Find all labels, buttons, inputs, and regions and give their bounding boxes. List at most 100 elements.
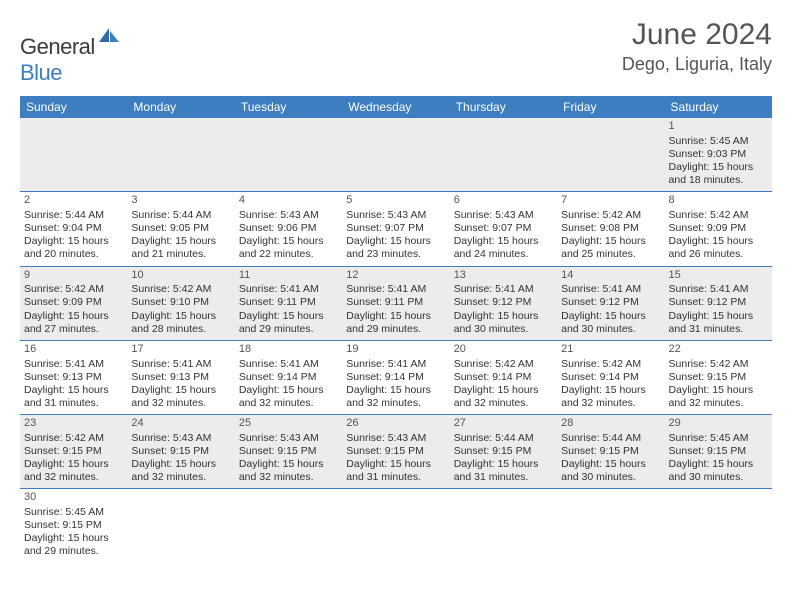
sunrise-text: Sunrise: 5:41 AM xyxy=(131,358,230,371)
sunset-text: Sunset: 9:14 PM xyxy=(239,371,338,384)
day-number: 28 xyxy=(561,417,660,431)
daylight1-text: Daylight: 15 hours xyxy=(561,458,660,471)
sunset-text: Sunset: 9:11 PM xyxy=(346,296,445,309)
day-cell: 22Sunrise: 5:42 AMSunset: 9:15 PMDayligh… xyxy=(665,341,772,414)
sunset-text: Sunset: 9:11 PM xyxy=(239,296,338,309)
day-number: 12 xyxy=(346,269,445,283)
daylight2-text: and 28 minutes. xyxy=(131,323,230,336)
week-row: 23Sunrise: 5:42 AMSunset: 9:15 PMDayligh… xyxy=(20,415,772,489)
day-cell: 3Sunrise: 5:44 AMSunset: 9:05 PMDaylight… xyxy=(127,192,234,265)
day-cell: 12Sunrise: 5:41 AMSunset: 9:11 PMDayligh… xyxy=(342,267,449,340)
day-number: 15 xyxy=(669,269,768,283)
day-header-cell: Sunday xyxy=(20,96,127,118)
sunset-text: Sunset: 9:04 PM xyxy=(24,222,123,235)
day-number: 7 xyxy=(561,194,660,208)
sunset-text: Sunset: 9:15 PM xyxy=(24,519,123,532)
sunset-text: Sunset: 9:15 PM xyxy=(669,371,768,384)
location: Dego, Liguria, Italy xyxy=(622,54,772,75)
week-row: 16Sunrise: 5:41 AMSunset: 9:13 PMDayligh… xyxy=(20,341,772,415)
sunrise-text: Sunrise: 5:41 AM xyxy=(669,283,768,296)
daylight1-text: Daylight: 15 hours xyxy=(24,458,123,471)
empty-cell xyxy=(557,489,664,562)
day-cell: 11Sunrise: 5:41 AMSunset: 9:11 PMDayligh… xyxy=(235,267,342,340)
daylight2-text: and 31 minutes. xyxy=(24,397,123,410)
week-row: 2Sunrise: 5:44 AMSunset: 9:04 PMDaylight… xyxy=(20,192,772,266)
sunset-text: Sunset: 9:12 PM xyxy=(454,296,553,309)
day-cell: 21Sunrise: 5:42 AMSunset: 9:14 PMDayligh… xyxy=(557,341,664,414)
sunset-text: Sunset: 9:07 PM xyxy=(346,222,445,235)
empty-cell xyxy=(235,118,342,191)
sunset-text: Sunset: 9:12 PM xyxy=(561,296,660,309)
sunrise-text: Sunrise: 5:41 AM xyxy=(24,358,123,371)
daylight2-text: and 29 minutes. xyxy=(239,323,338,336)
sunset-text: Sunset: 9:07 PM xyxy=(454,222,553,235)
day-header-cell: Thursday xyxy=(450,96,557,118)
day-number: 5 xyxy=(346,194,445,208)
daylight2-text: and 29 minutes. xyxy=(24,545,123,558)
logo-text: GeneralBlue xyxy=(20,26,121,86)
daylight1-text: Daylight: 15 hours xyxy=(454,458,553,471)
daylight1-text: Daylight: 15 hours xyxy=(239,384,338,397)
sunrise-text: Sunrise: 5:44 AM xyxy=(24,209,123,222)
day-number: 25 xyxy=(239,417,338,431)
daylight2-text: and 32 minutes. xyxy=(561,397,660,410)
title-block: June 2024 Dego, Liguria, Italy xyxy=(622,18,772,75)
empty-cell xyxy=(127,489,234,562)
sunrise-text: Sunrise: 5:45 AM xyxy=(669,135,768,148)
day-number: 18 xyxy=(239,343,338,357)
empty-cell xyxy=(665,489,772,562)
sunset-text: Sunset: 9:08 PM xyxy=(561,222,660,235)
day-number: 23 xyxy=(24,417,123,431)
daylight2-text: and 29 minutes. xyxy=(346,323,445,336)
day-number: 14 xyxy=(561,269,660,283)
sunset-text: Sunset: 9:15 PM xyxy=(131,445,230,458)
daylight2-text: and 25 minutes. xyxy=(561,248,660,261)
day-cell: 8Sunrise: 5:42 AMSunset: 9:09 PMDaylight… xyxy=(665,192,772,265)
daylight2-text: and 22 minutes. xyxy=(239,248,338,261)
day-cell: 1Sunrise: 5:45 AMSunset: 9:03 PMDaylight… xyxy=(665,118,772,191)
day-cell: 9Sunrise: 5:42 AMSunset: 9:09 PMDaylight… xyxy=(20,267,127,340)
daylight2-text: and 18 minutes. xyxy=(669,174,768,187)
daylight1-text: Daylight: 15 hours xyxy=(669,161,768,174)
sunrise-text: Sunrise: 5:43 AM xyxy=(454,209,553,222)
sunset-text: Sunset: 9:15 PM xyxy=(669,445,768,458)
day-number: 29 xyxy=(669,417,768,431)
day-number: 21 xyxy=(561,343,660,357)
day-number: 19 xyxy=(346,343,445,357)
sunrise-text: Sunrise: 5:44 AM xyxy=(561,432,660,445)
daylight1-text: Daylight: 15 hours xyxy=(239,458,338,471)
empty-cell xyxy=(127,118,234,191)
daylight1-text: Daylight: 15 hours xyxy=(454,235,553,248)
sunset-text: Sunset: 9:12 PM xyxy=(669,296,768,309)
day-cell: 16Sunrise: 5:41 AMSunset: 9:13 PMDayligh… xyxy=(20,341,127,414)
logo-part1: General xyxy=(20,34,95,59)
daylight1-text: Daylight: 15 hours xyxy=(24,384,123,397)
day-cell: 7Sunrise: 5:42 AMSunset: 9:08 PMDaylight… xyxy=(557,192,664,265)
sunset-text: Sunset: 9:05 PM xyxy=(131,222,230,235)
empty-cell xyxy=(450,489,557,562)
daylight1-text: Daylight: 15 hours xyxy=(669,235,768,248)
sunset-text: Sunset: 9:03 PM xyxy=(669,148,768,161)
daylight1-text: Daylight: 15 hours xyxy=(561,235,660,248)
day-cell: 28Sunrise: 5:44 AMSunset: 9:15 PMDayligh… xyxy=(557,415,664,488)
sunrise-text: Sunrise: 5:42 AM xyxy=(669,209,768,222)
daylight2-text: and 32 minutes. xyxy=(454,397,553,410)
day-cell: 20Sunrise: 5:42 AMSunset: 9:14 PMDayligh… xyxy=(450,341,557,414)
sunrise-text: Sunrise: 5:42 AM xyxy=(131,283,230,296)
logo-sail-icon xyxy=(97,26,121,44)
sunset-text: Sunset: 9:15 PM xyxy=(239,445,338,458)
daylight1-text: Daylight: 15 hours xyxy=(346,458,445,471)
day-header-cell: Wednesday xyxy=(342,96,449,118)
day-cell: 30Sunrise: 5:45 AMSunset: 9:15 PMDayligh… xyxy=(20,489,127,562)
day-number: 4 xyxy=(239,194,338,208)
empty-cell xyxy=(450,118,557,191)
day-cell: 25Sunrise: 5:43 AMSunset: 9:15 PMDayligh… xyxy=(235,415,342,488)
daylight2-text: and 32 minutes. xyxy=(131,397,230,410)
day-header-cell: Saturday xyxy=(665,96,772,118)
sunrise-text: Sunrise: 5:42 AM xyxy=(24,432,123,445)
day-number: 3 xyxy=(131,194,230,208)
sunset-text: Sunset: 9:06 PM xyxy=(239,222,338,235)
sunrise-text: Sunrise: 5:43 AM xyxy=(239,432,338,445)
sunrise-text: Sunrise: 5:42 AM xyxy=(561,358,660,371)
daylight1-text: Daylight: 15 hours xyxy=(131,310,230,323)
